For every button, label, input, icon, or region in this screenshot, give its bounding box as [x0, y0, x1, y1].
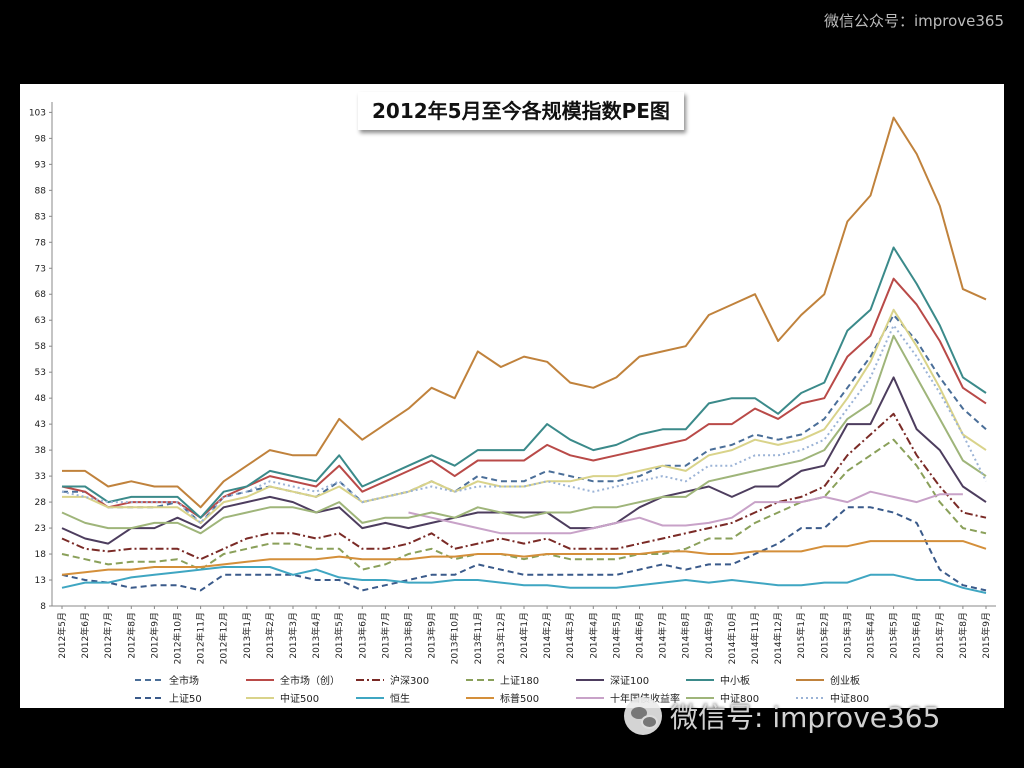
legend-label-4: 深证100: [610, 675, 649, 687]
y-tick-label: 83: [35, 212, 46, 222]
x-tick-label: 2014年4月: [587, 612, 599, 659]
top-watermark: 微信公众号：improve365: [823, 12, 1004, 30]
legend-label-8: 中证500: [280, 692, 319, 705]
pe-line-chart: 8 13 18 23 28 33 38 43 48 53 58 63 68 73 78 83 88 93 98 103…: [29, 102, 996, 705]
wechat-icon: [624, 697, 662, 735]
x-tick-label: 2013年5月: [333, 612, 345, 659]
y-tick-label: 13: [35, 576, 46, 586]
x-tick-label: 2013年6月: [356, 612, 368, 659]
legend-label-7: 上证50: [169, 693, 202, 705]
x-tick-label: 2012年8月: [125, 612, 137, 659]
x-tick-label: 2012年12月: [218, 612, 230, 664]
x-tick-label: 2015年5月: [888, 612, 900, 659]
x-tick-label: 2015年2月: [818, 612, 830, 659]
x-tick-label: 2015年3月: [841, 612, 853, 659]
series-line-13: [61, 324, 987, 524]
watermark-text: 微信号: improve365: [670, 701, 941, 734]
x-tick-label: 2013年1月: [241, 612, 253, 659]
series-line-4: [61, 376, 987, 545]
series-line-11: [408, 490, 963, 535]
y-tick-label: 33: [35, 472, 46, 482]
y-tick-label: 18: [35, 550, 47, 560]
legend-label-0: 全市场: [169, 674, 199, 687]
legend-label-12: 中证800: [720, 692, 759, 705]
y-tick-label: 68: [35, 290, 47, 300]
x-tick-label: 2012年9月: [148, 612, 160, 659]
x-tick-label: 2013年12月: [495, 612, 507, 664]
legend-label-1: 全市场（创）: [280, 674, 340, 687]
chart-panel: 8 13 18 23 28 33 38 43 48 53 58 63 68 73 78 83 88 93 98 103…: [20, 84, 1004, 708]
series-line-6: [62, 116, 987, 509]
x-tick-label: 2015年4月: [865, 612, 877, 659]
x-tick-label: 2013年2月: [264, 612, 276, 659]
series-line-2: [61, 412, 987, 561]
x-tick-label: 2014年10月: [726, 612, 738, 664]
series-line-10: [61, 540, 987, 576]
y-tick-label: 43: [35, 420, 46, 430]
series-line-5: [62, 246, 987, 519]
y-tick-label: 48: [35, 394, 47, 404]
y-tick-label: 28: [35, 498, 47, 508]
legend-label-2: 沪深300: [390, 674, 429, 687]
bottom-watermark: 微信号: improve365: [624, 694, 940, 738]
y-tick-label: 78: [35, 238, 47, 248]
x-tick-label: 2015年6月: [911, 612, 923, 659]
x-tick-label: 2013年3月: [287, 612, 299, 659]
x-tick-label: 2013年11月: [472, 612, 484, 664]
x-tick-label: 2014年6月: [634, 612, 646, 659]
x-tick-label: 2014年2月: [541, 612, 553, 659]
x-tick-label: 2012年7月: [102, 612, 114, 659]
chart-title: 2012年5月至今各规模指数PE图: [358, 92, 684, 130]
x-tick-label: 2012年6月: [79, 612, 91, 659]
series-line-7: [61, 506, 987, 592]
y-tick-label: 98: [35, 134, 47, 144]
x-tick-label: 2015年7月: [934, 612, 946, 659]
y-tick-label: 93: [35, 160, 46, 170]
x-tick-label: 2014年8月: [680, 612, 692, 659]
x-tick-label: 2013年7月: [379, 612, 391, 659]
x-tick-label: 2014年11月: [749, 612, 761, 664]
legend-label-3: 上证180: [500, 675, 539, 687]
y-tick-label: 8: [40, 602, 46, 612]
x-tick-label: 2013年4月: [310, 612, 322, 659]
x-tick-label: 2014年12月: [772, 612, 784, 664]
x-tick-label: 2015年8月: [957, 612, 969, 659]
series-line-9: [61, 566, 987, 594]
x-tick-label: 2014年9月: [703, 612, 715, 659]
series-line-12: [61, 334, 987, 535]
x-tick-label: 2012年5月: [56, 612, 68, 659]
legend-label-5: 中小板: [720, 674, 750, 687]
legend-label-9: 恒生: [390, 692, 410, 705]
x-tick-label: 2015年9月: [980, 612, 992, 659]
y-tick-label: 103: [29, 108, 46, 118]
y-tick-label: 73: [35, 264, 46, 274]
x-tick-label: 2012年11月: [195, 612, 207, 664]
legend-label-13: 中证800: [830, 692, 869, 705]
y-tick-label: 23: [35, 524, 46, 534]
x-tick-label: 2014年3月: [564, 612, 576, 659]
y-tick-label: 53: [35, 368, 46, 378]
x-tick-label: 2014年1月: [518, 612, 530, 659]
series-line-8: [62, 308, 987, 524]
y-tick-label: 58: [35, 342, 47, 352]
y-tick-label: 63: [35, 316, 46, 326]
x-tick-label: 2013年10月: [449, 612, 461, 664]
x-tick-label: 2012年10月: [172, 612, 184, 664]
series-line-3: [61, 438, 987, 571]
x-tick-label: 2013年8月: [403, 612, 415, 659]
x-tick-label: 2013年9月: [426, 612, 438, 659]
y-tick-label: 38: [35, 446, 47, 456]
x-tick-label: 2014年7月: [657, 612, 669, 659]
series-line-1: [61, 277, 987, 519]
legend-label-10: 标普500: [500, 692, 539, 705]
legend-label-6: 创业板: [830, 674, 860, 687]
x-tick-label: 2014年5月: [610, 612, 622, 659]
x-tick-label: 2015年1月: [795, 612, 807, 659]
y-tick-label: 88: [35, 186, 47, 196]
